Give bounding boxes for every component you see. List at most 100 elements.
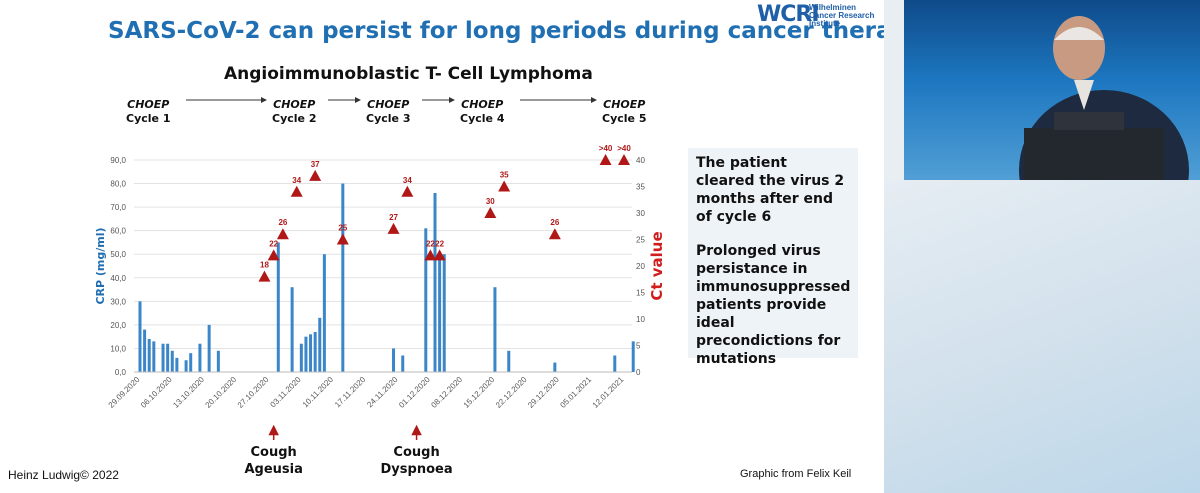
cycle-label-2: CHOEP Cycle 2 — [272, 98, 316, 126]
x-tick-label: 10.11.2020 — [301, 375, 336, 410]
cycle-regimen: CHOEP — [603, 98, 646, 111]
crp-bar — [424, 228, 428, 372]
logo-text: Wilhelminen Cancer Research Institute — [809, 4, 884, 28]
y2-tick-label: 0 — [636, 368, 641, 377]
x-tick-label: 27.10.2020 — [236, 375, 271, 410]
slide: SARS-CoV-2 can persist for long periods … — [0, 0, 884, 493]
x-tick-label: 22.12.2020 — [494, 375, 529, 410]
ct-value-label: 37 — [311, 160, 320, 169]
x-tick-label: 17.11.2020 — [333, 375, 368, 410]
ct-triangle — [276, 228, 289, 240]
ct-triangle — [599, 154, 612, 165]
ct-value-label: 30 — [486, 197, 495, 206]
ct-value-label: 26 — [550, 218, 559, 227]
ct-triangle — [548, 228, 561, 240]
ct-triangle — [387, 222, 400, 234]
slide-title: SARS-CoV-2 can persist for long periods … — [108, 18, 884, 44]
cycle-regimen: CHOEP — [367, 98, 410, 111]
ct-triangle — [336, 233, 349, 245]
cycle-regimen: CHOEP — [273, 98, 316, 111]
cycle-regimen: CHOEP — [127, 98, 170, 111]
crp-bar — [433, 192, 437, 372]
ct-triangle — [309, 169, 322, 181]
background-panel — [884, 180, 1200, 493]
speaker-video — [904, 0, 1200, 180]
crp-bar — [631, 341, 635, 372]
crp-bar — [322, 254, 326, 372]
ct-value-label: 27 — [389, 213, 398, 222]
crp-bar — [401, 355, 405, 372]
ct-value-label: 34 — [403, 176, 412, 185]
crp-bar — [318, 317, 322, 372]
crp-bar — [143, 329, 147, 372]
crp-bars — [138, 183, 635, 372]
logo-line: Institute — [809, 19, 841, 28]
ct-triangle — [433, 249, 446, 261]
x-axis-ticks: 29.09.202006.10.202013.10.202020.10.2020… — [107, 375, 626, 410]
speaker-image — [904, 0, 1200, 180]
ct-triangle — [498, 180, 511, 192]
x-tick-label: 06.10.2020 — [139, 375, 174, 410]
crp-bar — [147, 339, 151, 372]
y-tick-label: 70,0 — [110, 203, 126, 212]
cycle-label-3: CHOEP Cycle 3 — [366, 98, 410, 126]
y-tick-label: 80,0 — [110, 180, 126, 189]
x-tick-label: 12.01.2021 — [591, 375, 626, 410]
logo-line: Cancer Research — [809, 11, 875, 20]
y2-axis-label: Ct value — [648, 231, 666, 300]
crp-bar — [507, 350, 511, 372]
cycle-label-1: CHOEP Cycle 1 — [126, 98, 170, 126]
summary-text-1: The patient cleared the virus 2 months a… — [696, 155, 845, 225]
crp-bar — [216, 350, 220, 372]
symptom-line: Cough — [250, 445, 297, 460]
symptom-line: Cough — [393, 445, 440, 460]
y2-tick-label: 40 — [636, 156, 645, 165]
y-tick-label: 60,0 — [110, 227, 126, 236]
author-credit: Heinz Ludwig© 2022 — [8, 468, 119, 482]
ct-triangle — [424, 249, 437, 261]
logo-line: Wilhelminen — [809, 3, 857, 12]
ct-value-label: 25 — [338, 224, 347, 233]
cycle-regimen: CHOEP — [461, 98, 504, 111]
crp-bar — [189, 353, 193, 372]
crp-bar — [276, 242, 280, 372]
crp-bar — [198, 343, 202, 372]
crp-bar — [170, 350, 174, 372]
x-tick-label: 01.12.2020 — [397, 375, 432, 410]
ct-value-label: 22 — [435, 239, 444, 248]
crp-bar — [304, 336, 308, 372]
crp-bar — [392, 348, 396, 372]
x-tick-label: 29.12.2020 — [526, 375, 561, 410]
symptom-line: Ageusia — [244, 462, 303, 477]
chart-subtitle: Angioimmunoblastic T- Cell Lymphoma — [224, 64, 593, 84]
summary-box: The patient cleared the virus 2 months a… — [688, 148, 858, 367]
x-tick-label: 29.09.2020 — [107, 375, 142, 410]
cycle-label-5: CHOEP Cycle 5 — [602, 98, 646, 126]
logo-mark: WCRI — [757, 2, 820, 27]
y2-tick-label: 25 — [636, 236, 645, 245]
ct-value-label: 34 — [292, 176, 301, 185]
x-tick-label: 05.01.2021 — [558, 375, 593, 410]
cycle-number: Cycle 1 — [126, 112, 171, 125]
crp-bar — [175, 357, 179, 372]
crp-bar — [493, 287, 497, 372]
symptom-annotation-2: Cough Dyspnoea — [377, 444, 457, 478]
ct-triangle — [267, 249, 280, 261]
crp-bar — [309, 334, 313, 372]
y2-tick-label: 10 — [636, 315, 645, 324]
ct-value-label: 18 — [260, 261, 269, 270]
y-tick-label: 10,0 — [110, 344, 126, 353]
ct-triangle — [258, 270, 271, 282]
ct-triangle — [618, 154, 630, 165]
ct-value-label: >40 — [599, 144, 613, 153]
ct-value-label: 26 — [278, 218, 287, 227]
y2-tick-label: 20 — [636, 262, 645, 271]
crp-bar — [290, 287, 294, 372]
x-tick-label: 15.12.2020 — [462, 375, 497, 410]
y2-tick-label: 15 — [636, 289, 645, 298]
y2-axis-ticks: 0 5 10 15 20 25 30 35 40 — [636, 156, 645, 377]
ct-value-label: >40 — [617, 144, 631, 153]
y-axis-ticks: 0,0 10,0 20,0 30,0 40,0 50,0 60,0 70,0 80,0 90,0 — [110, 156, 126, 377]
